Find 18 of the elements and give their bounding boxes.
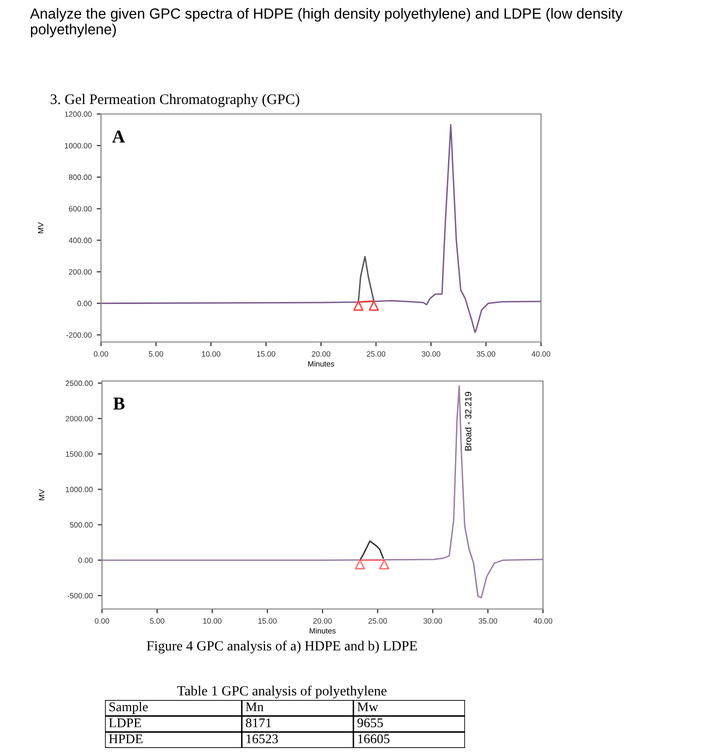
text: 16523: [246, 734, 278, 744]
annotation: A: [112, 130, 125, 142]
text: LDPE: [108, 718, 141, 728]
line-series: [102, 385, 543, 598]
text: 16605: [358, 734, 390, 744]
line-series: [101, 124, 541, 334]
text: Analyze the given GPC spectra of HDPE (high density polyethylene) and LDPE (low density polyethylene): [30, 8, 623, 38]
text: Table 1 GPC analysis of polyethylene: [177, 686, 387, 698]
annotation: B: [113, 398, 125, 410]
text: 9655: [357, 718, 383, 728]
category-label: Mn: [246, 702, 264, 712]
caption: Figure 4 GPC analysis of a) HDPE and b) LDPE: [146, 640, 417, 654]
category-label: Mw: [357, 702, 378, 712]
text: 8171: [246, 718, 271, 728]
chart-title: 3. Gel Permeation Chromatography (GPC): [50, 94, 300, 108]
text: HPDE: [108, 734, 142, 744]
annotation: Broad - 32.219: [464, 392, 472, 450]
category-label: Sample: [109, 702, 148, 714]
